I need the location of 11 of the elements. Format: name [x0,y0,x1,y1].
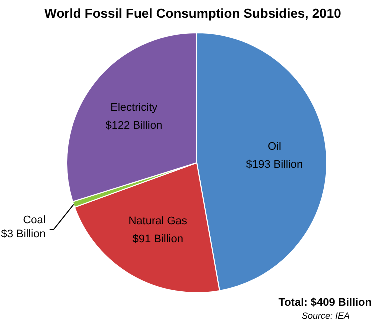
text: Total: $409 Billion [278,297,372,309]
data-label: $193 Billion [246,159,304,172]
data-label: $122 Billion [106,120,163,132]
slice-label: Oil [268,141,282,154]
slice-label: Electricity [110,102,158,114]
source-note: Source: IEA [302,311,350,321]
slice-label: Natural Gas [128,216,188,228]
slice-label: Coal [23,214,46,227]
data-label: $91 Billion [132,234,184,246]
data-label: $3 Billion [1,228,46,241]
chart-title: World Fossil Fuel Consumption Subsidies, 2010 [44,6,342,21]
